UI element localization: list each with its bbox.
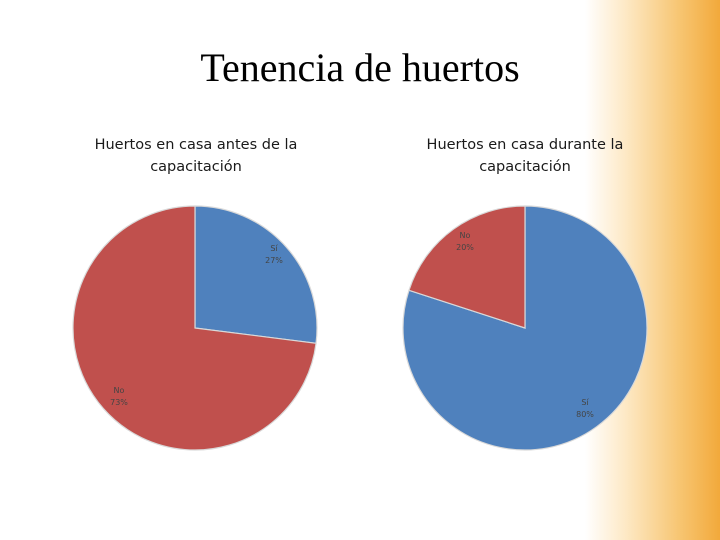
- slice-label-before-si-name: Sí: [270, 244, 278, 253]
- slide-title: Tenencia de huertos: [200, 45, 520, 90]
- slice-label-during-no-value: 20%: [456, 243, 474, 252]
- chart-title-before: Huertos en casa antes de la capacitación: [94, 137, 298, 175]
- pie-slice-before-si: [194, 205, 318, 344]
- pie-slice-during-no: [408, 205, 526, 329]
- slice-label-before-si-value: 27%: [265, 256, 283, 265]
- slice-label-during-si-name: Sí: [581, 398, 589, 407]
- chart-title-during: Huertos en casa durante la capacitación: [426, 137, 624, 175]
- slice-label-before-no-name: No: [114, 386, 125, 395]
- slice-label-before-no-value: 73%: [110, 398, 128, 407]
- slice-label-during-no-name: No: [460, 231, 471, 240]
- slice-label-during-si-value: 80%: [576, 410, 594, 419]
- pie-slice-before-no: [72, 205, 317, 451]
